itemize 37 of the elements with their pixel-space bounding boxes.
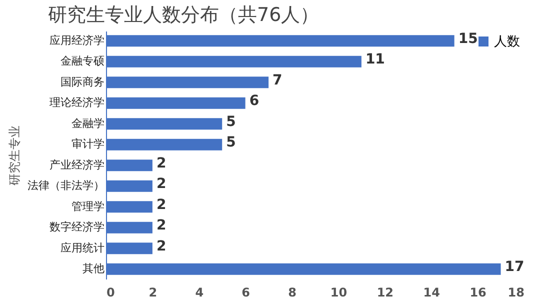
y-tick-label: 审计学 bbox=[72, 138, 104, 151]
data-label: 2 bbox=[156, 196, 166, 213]
y-tick-label: 理论经济学 bbox=[50, 96, 104, 110]
data-label: 2 bbox=[156, 155, 166, 172]
data-label: 2 bbox=[156, 176, 166, 192]
data-label: 2 bbox=[156, 238, 166, 254]
data-label: 5 bbox=[226, 134, 236, 151]
y-tick-label: 其他 bbox=[82, 262, 104, 276]
chart-title: 研究生专业人数分布（共76人） bbox=[48, 4, 320, 26]
y-tick-label: 管理学 bbox=[72, 200, 104, 213]
data-label: 7 bbox=[272, 72, 282, 88]
x-tick-label: 6 bbox=[242, 286, 250, 300]
x-tick-label: 14 bbox=[423, 286, 440, 300]
legend-label: 人数 bbox=[494, 34, 520, 50]
y-tick-label: 应用统计 bbox=[60, 241, 104, 254]
data-label: 6 bbox=[249, 93, 260, 110]
x-tick-label: 4 bbox=[195, 286, 204, 300]
y-tick-label: 数字经济学 bbox=[50, 220, 104, 234]
y-tick-label: 金融专硕 bbox=[60, 54, 104, 68]
y-tick-label: 应用经济学 bbox=[50, 34, 104, 47]
x-tick-label: 8 bbox=[288, 286, 296, 300]
y-tick-label: 国际商务 bbox=[60, 75, 104, 88]
x-tick-label: 10 bbox=[330, 286, 348, 300]
x-tick-label: 18 bbox=[508, 286, 524, 300]
x-tick-label: 16 bbox=[470, 286, 486, 300]
data-label: 5 bbox=[226, 114, 236, 130]
data-label: 11 bbox=[365, 52, 385, 68]
data-label: 2 bbox=[156, 218, 166, 234]
y-tick-label: 法律（非法学） bbox=[28, 179, 104, 192]
data-label: 15 bbox=[458, 30, 478, 47]
data-label: 17 bbox=[504, 259, 524, 276]
y-axis-title: 研究生专业 bbox=[8, 126, 22, 186]
x-tick-label: 12 bbox=[376, 286, 394, 300]
x-tick-label: 2 bbox=[148, 286, 158, 300]
y-tick-label: 产业经济学 bbox=[50, 158, 104, 172]
y-tick-label: 金融学 bbox=[72, 116, 104, 130]
x-tick-label: 0 bbox=[106, 286, 115, 300]
